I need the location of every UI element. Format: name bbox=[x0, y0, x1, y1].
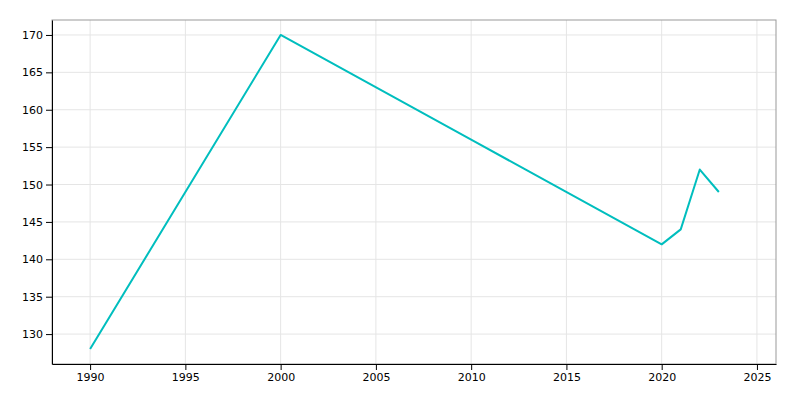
x-tick-label: 2005 bbox=[362, 371, 390, 384]
y-tick: 145 bbox=[22, 216, 52, 229]
y-tick-mark bbox=[46, 35, 52, 36]
x-tick-mark bbox=[757, 364, 758, 370]
y-tick-mark bbox=[46, 222, 52, 223]
x-tick-mark bbox=[376, 364, 377, 370]
y-grid-line bbox=[52, 221, 776, 222]
y-tick: 135 bbox=[22, 291, 52, 304]
y-tick: 165 bbox=[22, 66, 52, 79]
y-grid-line bbox=[52, 34, 776, 35]
x-axis: 1990 1995 2000 2005 2010 2015 2020 2025 bbox=[53, 364, 777, 384]
y-tick-mark bbox=[46, 297, 52, 298]
y-tick: 150 bbox=[22, 179, 52, 192]
y-grid-line bbox=[52, 296, 776, 297]
x-grid-line bbox=[661, 20, 662, 364]
y-tick: 155 bbox=[22, 141, 52, 154]
x-grid-line bbox=[90, 20, 91, 364]
y-grid-line bbox=[52, 72, 776, 73]
y-grid-line bbox=[52, 109, 776, 110]
y-tick: 170 bbox=[22, 29, 52, 42]
x-tick-label: 1995 bbox=[172, 371, 200, 384]
y-tick-label: 145 bbox=[22, 216, 43, 229]
y-tick-label: 170 bbox=[22, 29, 43, 42]
x-tick-label: 2025 bbox=[743, 371, 771, 384]
y-tick-mark bbox=[46, 259, 52, 260]
y-tick-label: 155 bbox=[22, 141, 43, 154]
x-grid-line bbox=[280, 20, 281, 364]
plot-frame bbox=[52, 20, 776, 364]
x-tick-mark bbox=[471, 364, 472, 370]
y-tick-mark bbox=[46, 72, 52, 73]
x-tick: 1995 bbox=[172, 364, 200, 384]
y-tick-label: 165 bbox=[22, 66, 43, 79]
x-tick-mark bbox=[185, 364, 186, 370]
y-tick-label: 130 bbox=[22, 328, 43, 341]
y-grid-line bbox=[52, 334, 776, 335]
x-tick: 2015 bbox=[553, 364, 581, 384]
x-tick: 2020 bbox=[648, 364, 676, 384]
plot: 1990 1995 2000 2005 2010 2015 2020 2025 130 135 14… bbox=[22, 20, 777, 384]
x-grid-line bbox=[756, 20, 757, 364]
y-tick-mark bbox=[46, 110, 52, 111]
y-tick: 130 bbox=[22, 328, 52, 341]
series bbox=[90, 35, 719, 349]
x-tick-mark bbox=[662, 364, 663, 370]
y-tick-label: 135 bbox=[22, 291, 43, 304]
x-tick-label: 2010 bbox=[458, 371, 486, 384]
chart: 1990 1995 2000 2005 2010 2015 2020 2025 130 135 14… bbox=[0, 0, 800, 400]
y-axis-line bbox=[52, 21, 53, 365]
line bbox=[90, 35, 719, 349]
x-tick-label: 1990 bbox=[77, 371, 105, 384]
x-tick-mark bbox=[90, 364, 91, 370]
y-axis: 130 135 140 145 150 155 160 165 170 bbox=[22, 21, 53, 365]
grid bbox=[52, 20, 776, 364]
y-tick-label: 150 bbox=[22, 179, 43, 192]
x-tick: 1990 bbox=[77, 364, 105, 384]
y-tick-mark bbox=[46, 185, 52, 186]
x-tick: 2000 bbox=[267, 364, 295, 384]
y-grid-line bbox=[52, 184, 776, 185]
x-grid-line bbox=[375, 20, 376, 364]
y-tick-mark bbox=[46, 334, 52, 335]
x-tick: 2005 bbox=[362, 364, 390, 384]
y-tick-label: 140 bbox=[22, 253, 43, 266]
x-axis-line bbox=[53, 364, 777, 365]
y-tick: 160 bbox=[22, 104, 52, 117]
y-grid-line bbox=[52, 147, 776, 148]
x-tick: 2010 bbox=[458, 364, 486, 384]
x-tick-label: 2000 bbox=[267, 371, 295, 384]
y-tick-mark bbox=[46, 147, 52, 148]
y-tick-label: 160 bbox=[22, 104, 43, 117]
x-tick-label: 2015 bbox=[553, 371, 581, 384]
x-tick: 2025 bbox=[743, 364, 771, 384]
x-tick-mark bbox=[281, 364, 282, 370]
y-grid-line bbox=[52, 259, 776, 260]
y-tick: 140 bbox=[22, 253, 52, 266]
x-grid-line bbox=[471, 20, 472, 364]
x-tick-mark bbox=[566, 364, 567, 370]
x-tick-label: 2020 bbox=[648, 371, 676, 384]
